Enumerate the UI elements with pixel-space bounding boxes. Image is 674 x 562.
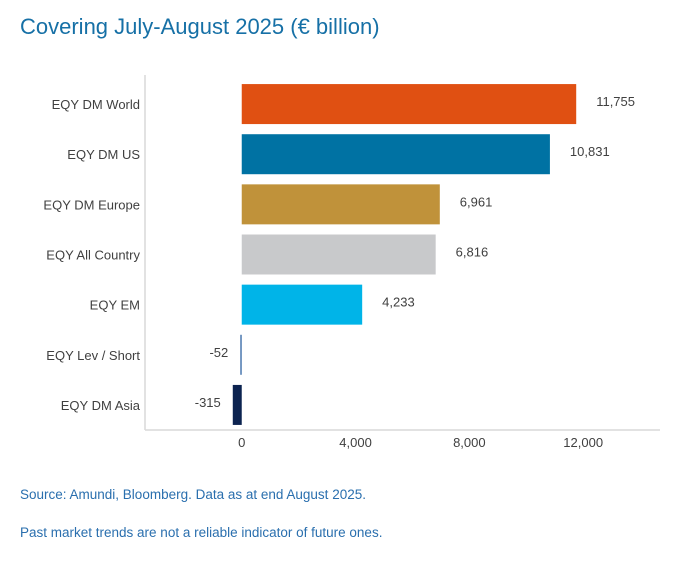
category-label: EQY Lev / Short [46, 348, 140, 363]
category-label: EQY All Country [46, 248, 140, 263]
bar-1 [241, 134, 550, 175]
value-label: 6,816 [456, 245, 489, 260]
value-label: 6,961 [460, 194, 493, 209]
value-label: 4,233 [382, 295, 415, 310]
chart-title: Covering July-August 2025 (€ billion) [20, 14, 380, 39]
bar-0 [241, 84, 577, 125]
disclaimer-note: Past market trends are not a reliable in… [20, 525, 383, 540]
category-label: EQY DM World [52, 97, 140, 112]
x-tick-label: 8,000 [453, 435, 486, 450]
bar-chart: EQY DM World 11,755 EQY DM US 10,831 EQY DM … [43, 75, 660, 450]
bar-3 [241, 234, 436, 275]
x-tick-label: 0 [238, 435, 245, 450]
bar-4 [241, 284, 363, 325]
category-label: EQY EM [90, 298, 140, 313]
bar-5 [240, 334, 242, 375]
bar-6 [232, 384, 242, 425]
value-label: 10,831 [570, 144, 610, 159]
category-label: EQY DM US [67, 147, 140, 162]
x-tick-label: 4,000 [339, 435, 372, 450]
bar-2 [241, 184, 440, 225]
value-label: -315 [195, 395, 221, 410]
value-label: -52 [209, 345, 228, 360]
category-label: EQY DM Europe [43, 197, 140, 212]
source-note: Source: Amundi, Bloomberg. Data as at en… [20, 487, 366, 502]
value-label: 11,755 [596, 94, 635, 109]
category-label: EQY DM Asia [61, 398, 141, 413]
x-tick-label: 12,000 [563, 435, 603, 450]
